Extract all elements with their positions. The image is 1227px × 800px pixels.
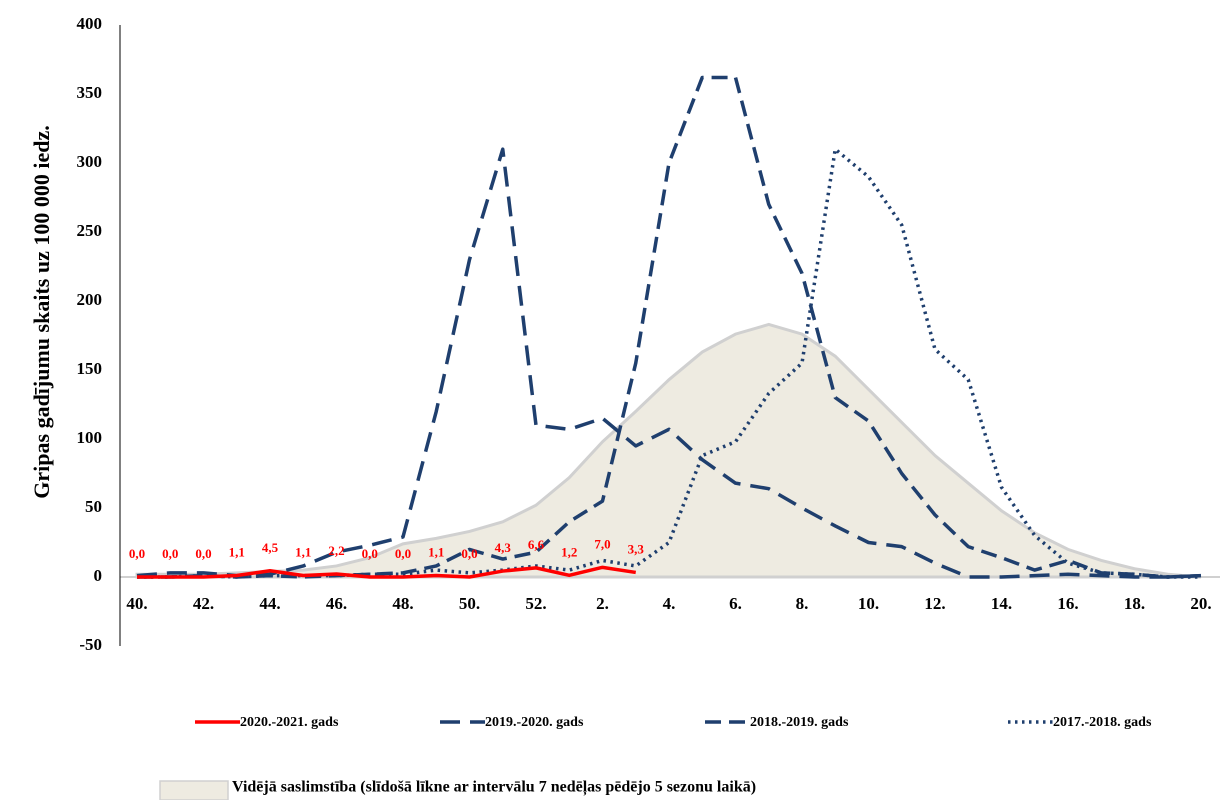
legend-label: 2017.-2018. gads — [1053, 715, 1152, 730]
data-label: 4,3 — [495, 540, 512, 555]
legend-label: 2018.-2019. gads — [750, 715, 849, 730]
y-tick-label: 250 — [77, 221, 103, 240]
average-area — [135, 322, 1202, 579]
x-tick-label: 14. — [991, 594, 1012, 613]
y-tick-label: 100 — [77, 428, 103, 447]
data-label: 3,3 — [628, 541, 645, 556]
y-tick-label: 0 — [94, 566, 103, 585]
series-line — [136, 147, 1202, 579]
x-tick-label: 52. — [525, 594, 546, 613]
data-label: 2,2 — [328, 543, 344, 558]
x-tick-label: 42. — [193, 594, 214, 613]
data-label: 1,1 — [295, 544, 311, 559]
y-tick-label: 200 — [77, 290, 103, 309]
legend-swatch — [159, 780, 229, 800]
x-tick-label: 8. — [796, 594, 809, 613]
data-label: 4,5 — [262, 540, 279, 555]
x-tick-label: 18. — [1124, 594, 1145, 613]
series-line — [137, 565, 637, 579]
data-label: 0,0 — [362, 546, 378, 561]
y-tick-label: 300 — [77, 152, 103, 171]
y-tick-label: 400 — [77, 14, 103, 33]
data-label: 0,0 — [395, 546, 411, 561]
x-tick-label: 10. — [858, 594, 879, 613]
x-tick-label: 44. — [259, 594, 280, 613]
data-label: 0,0 — [162, 546, 178, 561]
y-axis-label: Gripas gadījumu skaits uz 100 000 iedz. — [29, 125, 54, 498]
x-tick-label: 46. — [326, 594, 347, 613]
data-label: 0,0 — [461, 546, 477, 561]
x-tick-label: 16. — [1057, 594, 1078, 613]
data-label: 0,0 — [129, 546, 145, 561]
y-tick-label: 350 — [77, 83, 103, 102]
data-label: 1,1 — [428, 544, 444, 559]
x-tick-label: 12. — [924, 594, 945, 613]
x-tick-label: 4. — [663, 594, 676, 613]
legend-label: 2020.-2021. gads — [240, 715, 339, 730]
legend-label: 2019.-2020. gads — [485, 715, 584, 730]
legend-label: Vidējā saslimstība (slīdošā līkne ar int… — [232, 779, 756, 797]
y-tick-label: 150 — [77, 359, 103, 378]
x-tick-label: 20. — [1190, 594, 1211, 613]
data-label: 0,0 — [195, 546, 211, 561]
x-tick-label: 6. — [729, 594, 742, 613]
y-tick-label: -50 — [79, 635, 102, 654]
x-tick-label: 40. — [126, 594, 147, 613]
x-tick-label: 2. — [596, 594, 609, 613]
data-label: 6,6 — [528, 537, 545, 552]
x-tick-label: 50. — [459, 594, 480, 613]
data-label: 1,1 — [229, 544, 245, 559]
data-label: 1,2 — [561, 544, 577, 559]
y-tick-label: 50 — [85, 497, 102, 516]
x-tick-label: 48. — [392, 594, 413, 613]
data-label: 7,0 — [594, 536, 610, 551]
